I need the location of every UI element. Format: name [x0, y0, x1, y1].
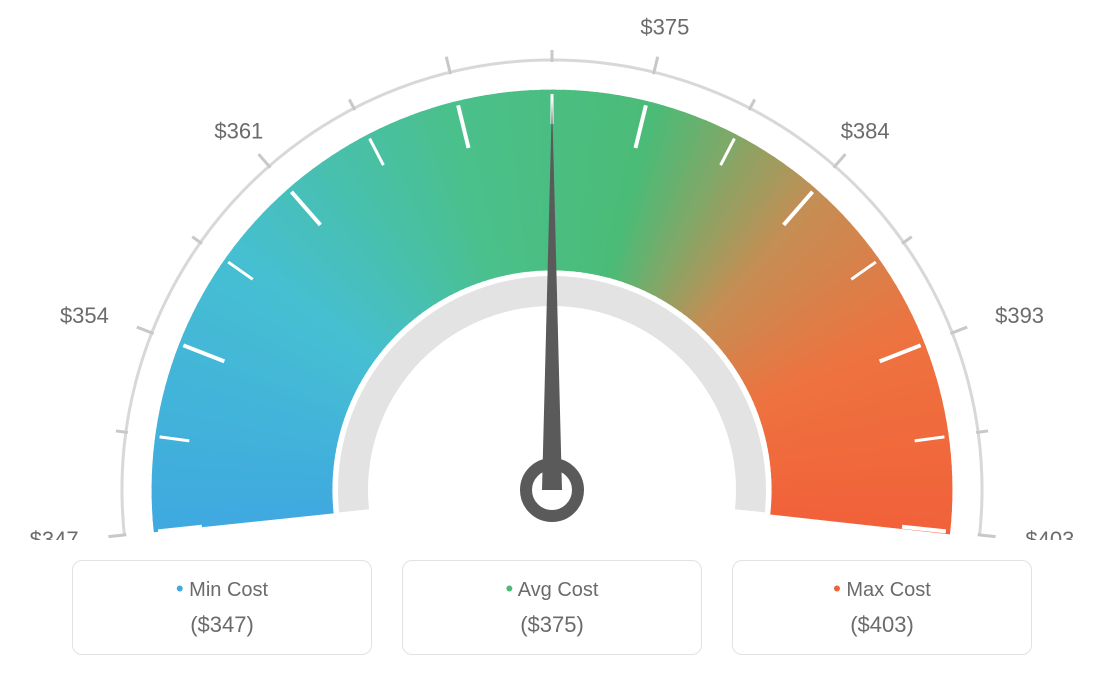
legend-max-label: Max Cost — [846, 579, 930, 601]
gauge-tick-label: $403 — [1025, 527, 1074, 540]
gauge-chart: $347 $354 $361 $375 $384 $393 $403 — [0, 0, 1104, 540]
legend-min-title: • Min Cost — [83, 579, 361, 602]
gauge-tick-label: $347 — [30, 527, 79, 540]
legend-min-dot: • — [176, 576, 184, 601]
legend-avg-dot: • — [506, 576, 514, 601]
legend-avg-title: • Avg Cost — [413, 579, 691, 602]
legend-min-label: Min Cost — [189, 579, 268, 601]
legend-min-value: ($347) — [83, 612, 361, 638]
legend-box-avg: • Avg Cost ($375) — [402, 560, 702, 655]
legend-max-value: ($403) — [743, 612, 1021, 638]
gauge-tick-label: $393 — [995, 303, 1044, 328]
gauge-tick-label: $375 — [640, 15, 689, 40]
gauge-tick-label: $361 — [214, 119, 263, 144]
legend-avg-label: Avg Cost — [518, 579, 599, 601]
legend-max-dot: • — [833, 576, 841, 601]
legend-row: • Min Cost ($347) • Avg Cost ($375) • Ma… — [0, 540, 1104, 655]
legend-box-max: • Max Cost ($403) — [732, 560, 1032, 655]
gauge-tick-label: $384 — [841, 119, 890, 144]
gauge-tick-label: $354 — [60, 303, 109, 328]
legend-max-title: • Max Cost — [743, 579, 1021, 602]
legend-box-min: • Min Cost ($347) — [72, 560, 372, 655]
gauge-svg: $347 $354 $361 $375 $384 $393 $403 — [22, 0, 1082, 540]
legend-avg-value: ($375) — [413, 612, 691, 638]
